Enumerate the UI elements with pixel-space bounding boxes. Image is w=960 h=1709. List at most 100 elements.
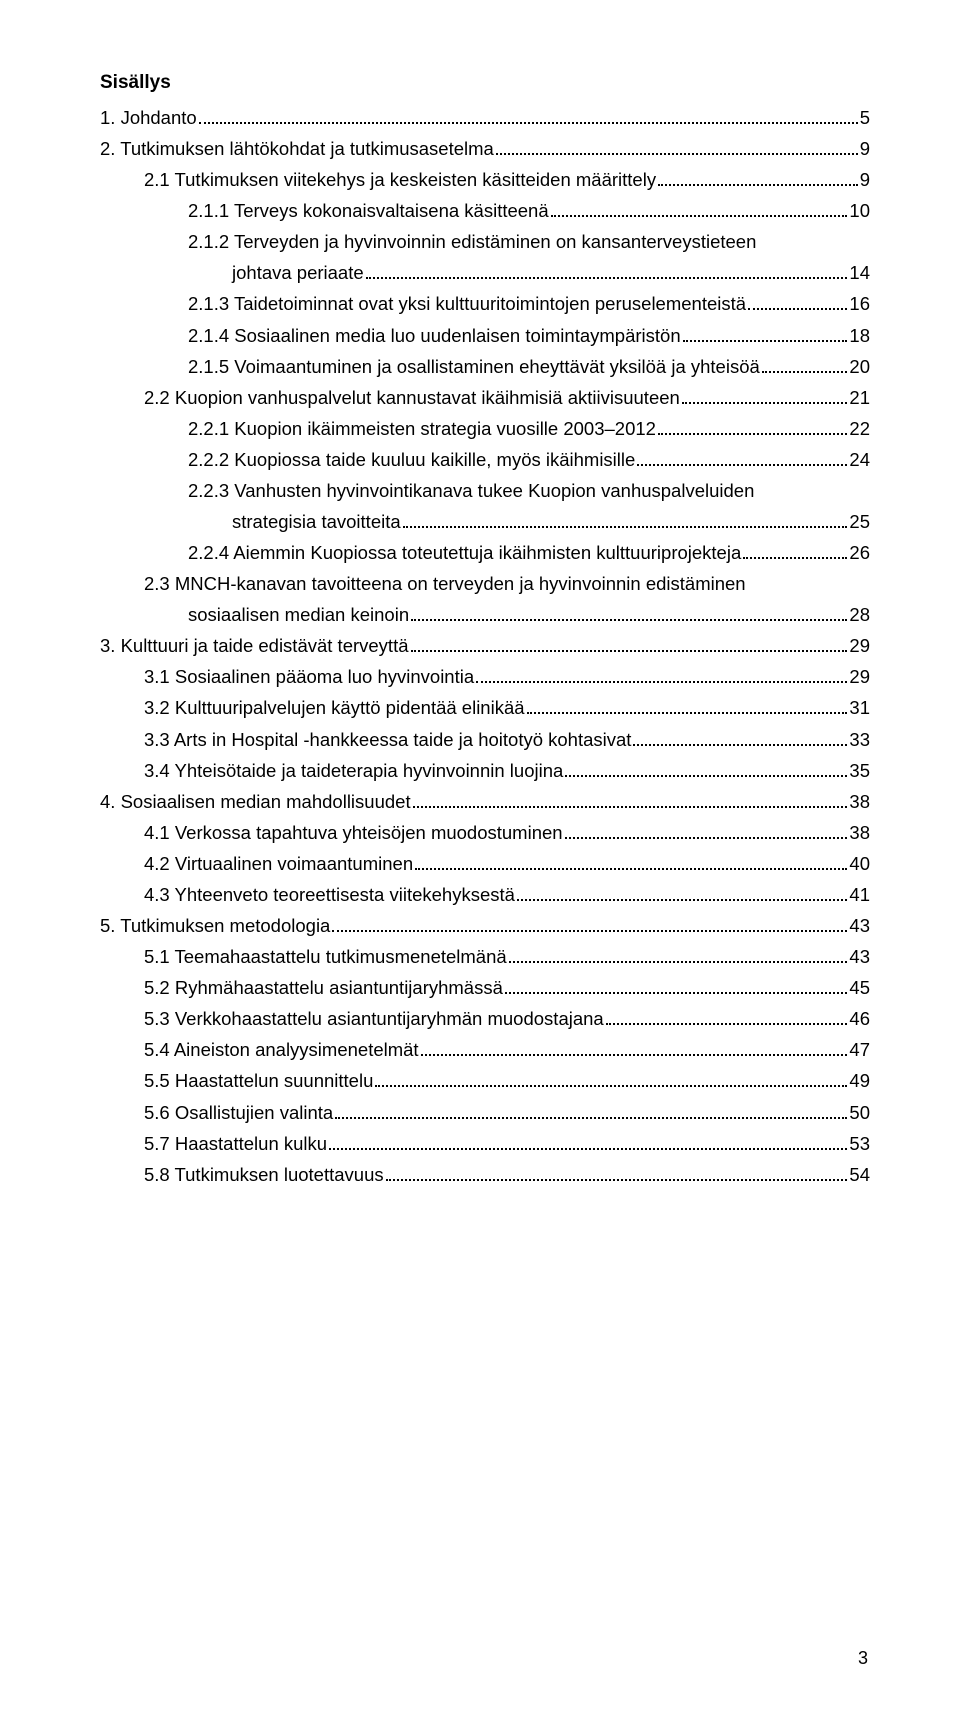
toc-leader-dots [743,541,847,559]
toc-leader-dots [505,976,848,994]
toc-row: 4.3 Yhteenveto teoreettisesta viitekehyk… [100,879,870,910]
toc-label: 2.1.2 Terveyden ja hyvinvoinnin edistämi… [188,226,756,257]
toc-label: 3.3 Arts in Hospital -hankkeessa taide j… [144,724,631,755]
toc-page-number: 29 [849,661,870,692]
toc-label: 3.2 Kulttuuripalvelujen käyttö pidentää … [144,692,525,723]
page-number: 3 [858,1648,868,1669]
toc-label: 2.2.3 Vanhusten hyvinvointikanava tukee … [188,475,754,506]
toc-label: 2.3 MNCH-kanavan tavoitteena on terveyde… [144,568,746,599]
toc-label: 5.7 Haastattelun kulku [144,1128,327,1159]
toc-label: 2.1.5 Voimaantuminen ja osallistaminen e… [188,351,760,382]
toc-page-number: 20 [849,351,870,382]
toc-leader-dots [375,1070,847,1088]
toc-leader-dots [332,914,847,932]
toc-row: 5.2 Ryhmähaastattelu asiantuntijaryhmäss… [100,972,870,1003]
toc-page-number: 16 [849,288,870,319]
toc-row: 5.1 Teemahaastattelu tutkimusmenetelmänä… [100,941,870,972]
toc-row: 5.3 Verkkohaastattelu asiantuntijaryhmän… [100,1003,870,1034]
toc-row: 5.6 Osallistujien valinta50 [100,1097,870,1128]
toc-row: 2.1.4 Sosiaalinen media luo uudenlaisen … [100,320,870,351]
toc-page-number: 9 [860,133,870,164]
toc-leader-dots [476,666,847,684]
toc-label: 5.4 Aineiston analyysimenetelmät [144,1034,419,1065]
toc-row: 5. Tutkimuksen metodologia43 [100,910,870,941]
toc-label: 2.1.3 Taidetoiminnat ovat yksi kulttuuri… [188,288,746,319]
toc-leader-dots [762,355,848,373]
page: Sisällys 1. Johdanto52. Tutkimuksen läht… [0,0,960,1709]
toc-row: 4.1 Verkossa tapahtuva yhteisöjen muodos… [100,817,870,848]
toc-page-number: 28 [849,599,870,630]
toc-page-number: 29 [849,630,870,661]
toc-label: 5.1 Teemahaastattelu tutkimusmenetelmänä [144,941,507,972]
toc-row: 3.3 Arts in Hospital -hankkeessa taide j… [100,724,870,755]
toc-leader-dots [199,106,858,124]
toc-label: 4. Sosiaalisen median mahdollisuudet [100,786,411,817]
toc-page-number: 41 [849,879,870,910]
toc-row: 4.2 Virtuaalinen voimaantuminen40 [100,848,870,879]
toc-page-number: 22 [849,413,870,444]
toc-leader-dots [386,1163,848,1181]
toc-page-number: 53 [849,1128,870,1159]
toc-label: 5.5 Haastattelun suunnittelu [144,1065,373,1096]
toc-leader-dots [658,168,858,186]
toc-leader-dots [411,604,847,622]
table-of-contents: 1. Johdanto52. Tutkimuksen lähtökohdat j… [100,102,870,1190]
toc-row: 5.8 Tutkimuksen luotettavuus54 [100,1159,870,1190]
toc-page-number: 50 [849,1097,870,1128]
toc-leader-dots [366,262,848,280]
toc-page-number: 24 [849,444,870,475]
toc-label: sosiaalisen median keinoin [188,599,409,630]
toc-row: 1. Johdanto5 [100,102,870,133]
toc-label: 2. Tutkimuksen lähtökohdat ja tutkimusas… [100,133,494,164]
toc-leader-dots [335,1101,847,1119]
toc-row: 5.4 Aineiston analyysimenetelmät47 [100,1034,870,1065]
toc-page-number: 33 [849,724,870,755]
toc-label: 4.2 Virtuaalinen voimaantuminen [144,848,413,879]
toc-row: 5.5 Haastattelun suunnittelu49 [100,1065,870,1096]
toc-label: 1. Johdanto [100,102,197,133]
toc-row: 2.1 Tutkimuksen viitekehys ja keskeisten… [100,164,870,195]
toc-label: 5.3 Verkkohaastattelu asiantuntijaryhmän… [144,1003,604,1034]
toc-label: 4.1 Verkossa tapahtuva yhteisöjen muodos… [144,817,563,848]
toc-row: 2. Tutkimuksen lähtökohdat ja tutkimusas… [100,133,870,164]
toc-leader-dots [509,945,848,963]
toc-leader-dots [551,200,848,218]
toc-page-number: 26 [849,537,870,568]
toc-page-number: 43 [849,910,870,941]
toc-row: 2.1.1 Terveys kokonaisvaltaisena käsitte… [100,195,870,226]
toc-leader-dots [527,697,848,715]
toc-page-number: 18 [849,320,870,351]
toc-row: strategisia tavoitteita 25 [100,506,870,537]
toc-page-number: 9 [860,164,870,195]
toc-page-number: 43 [849,941,870,972]
toc-row: 2.2.1 Kuopion ikäimmeisten strategia vuo… [100,413,870,444]
toc-label: 2.1.4 Sosiaalinen media luo uudenlaisen … [188,320,681,351]
toc-label: 3.4 Yhteisötaide ja taideterapia hyvinvo… [144,755,563,786]
toc-leader-dots [637,448,847,466]
toc-label: 2.2.1 Kuopion ikäimmeisten strategia vuo… [188,413,656,444]
toc-leader-dots [415,852,847,870]
toc-row: 2.2.3 Vanhusten hyvinvointikanava tukee … [100,475,870,506]
toc-page-number: 54 [849,1159,870,1190]
toc-page-number: 14 [849,257,870,288]
toc-label: 5.2 Ryhmähaastattelu asiantuntijaryhmäss… [144,972,503,1003]
toc-page-number: 35 [849,755,870,786]
toc-row: 4. Sosiaalisen median mahdollisuudet38 [100,786,870,817]
toc-row: 2.1.5 Voimaantuminen ja osallistaminen e… [100,351,870,382]
toc-leader-dots [496,137,858,155]
toc-leader-dots [403,510,848,528]
toc-row: sosiaalisen median keinoin 28 [100,599,870,630]
toc-page-number: 25 [849,506,870,537]
toc-row: 3.4 Yhteisötaide ja taideterapia hyvinvo… [100,755,870,786]
toc-row: 5.7 Haastattelun kulku 53 [100,1128,870,1159]
toc-label: 2.2.4 Aiemmin Kuopiossa toteutettuja ikä… [188,537,741,568]
toc-leader-dots [517,883,848,901]
toc-label: 2.2.2 Kuopiossa taide kuuluu kaikille, m… [188,444,635,475]
toc-leader-dots [683,324,848,342]
toc-row: 3. Kulttuuri ja taide edistävät terveytt… [100,630,870,661]
toc-leader-dots [633,728,847,746]
toc-row: 2.2.2 Kuopiossa taide kuuluu kaikille, m… [100,444,870,475]
toc-leader-dots [411,635,848,653]
toc-page-number: 31 [849,692,870,723]
toc-label: strategisia tavoitteita [232,506,401,537]
